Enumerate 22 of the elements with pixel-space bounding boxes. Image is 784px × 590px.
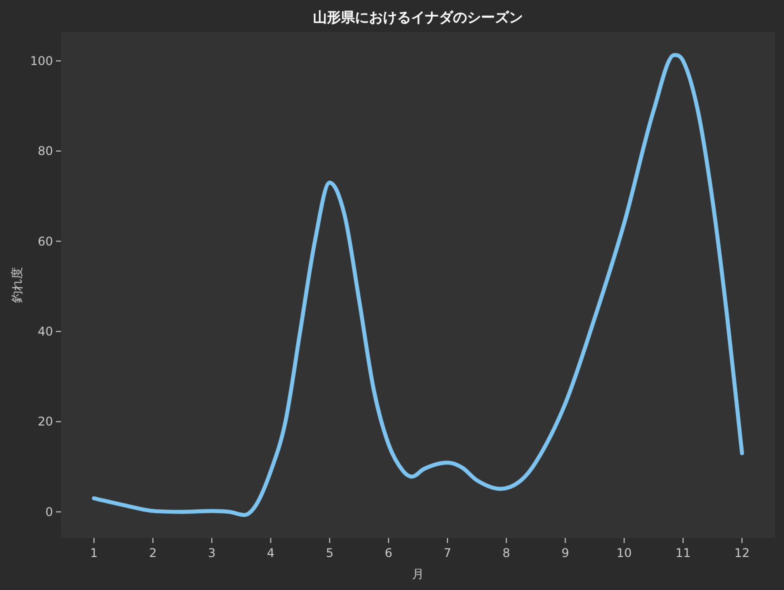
chart-title: 山形県におけるイナダのシーズン (313, 10, 523, 26)
y-tick-label: 60 (38, 234, 53, 248)
y-axis-title: 釣れ度 (10, 267, 24, 303)
x-tick-label: 11 (675, 546, 691, 560)
x-tick-label: 2 (149, 546, 157, 560)
x-axis-title: 月 (412, 567, 424, 581)
x-tick-label: 12 (734, 546, 750, 560)
x-tick-label: 3 (208, 546, 216, 560)
x-tick-label: 5 (326, 546, 334, 560)
x-tick-label: 4 (266, 546, 275, 560)
y-tick-label: 40 (38, 324, 53, 338)
y-tick-label: 20 (38, 414, 53, 429)
x-tick-label: 6 (384, 546, 392, 560)
y-tick-label: 80 (38, 144, 53, 158)
y-tick-label: 0 (45, 504, 53, 519)
line-series (92, 53, 744, 517)
x-tick-label: 10 (616, 546, 632, 560)
x-tick-label: 1 (90, 546, 98, 560)
x-tick-label: 8 (502, 546, 510, 560)
y-tick-label: 100 (30, 54, 53, 68)
x-tick-label: 9 (561, 546, 570, 560)
x-tick-label: 7 (444, 546, 452, 560)
